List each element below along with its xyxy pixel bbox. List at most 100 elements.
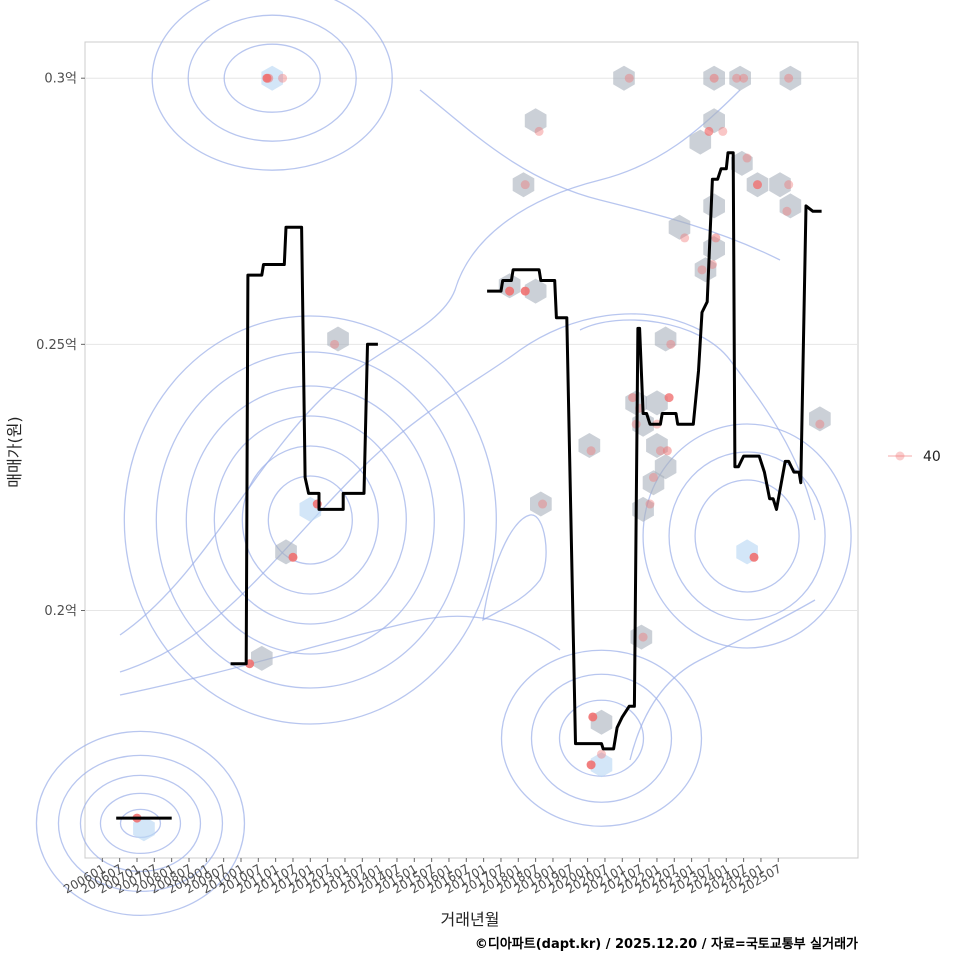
moving-average-layer	[116, 151, 822, 820]
y-axis-title: 매매가(원)	[5, 416, 24, 487]
contour-line	[79, 774, 202, 873]
data-point	[742, 153, 752, 163]
hexbin-cell	[668, 214, 691, 240]
data-point	[732, 73, 742, 83]
hexbin-cell	[646, 433, 668, 458]
density-contours	[35, 0, 852, 917]
contour-line	[123, 315, 497, 725]
data-point	[752, 180, 762, 190]
data-point	[697, 265, 707, 275]
data-point	[288, 552, 298, 562]
contour-line	[241, 445, 379, 595]
x-axis-title: 거래년월	[441, 910, 500, 929]
hexbin-cell	[646, 390, 668, 416]
data-point	[278, 73, 288, 83]
hexbin-cell	[689, 129, 712, 155]
data-point	[596, 749, 606, 759]
hexbin-cell	[133, 816, 155, 842]
data-point	[664, 393, 674, 403]
contour-line	[213, 415, 407, 625]
contour-line	[119, 615, 561, 696]
contour-line	[57, 754, 224, 893]
contour-line	[419, 89, 781, 261]
data-point	[680, 233, 690, 243]
hexbin-cell	[524, 278, 547, 304]
hexbin-cell	[769, 172, 791, 198]
data-point	[330, 339, 340, 349]
contour-line	[151, 0, 393, 171]
data-point	[586, 760, 596, 770]
contour-line	[35, 730, 246, 917]
contour-line	[223, 43, 321, 113]
grid-layer	[85, 77, 858, 611]
contour-line	[668, 451, 826, 621]
hexbin-cell	[530, 491, 552, 517]
hexbin-cell	[779, 193, 802, 219]
data-point	[711, 233, 721, 243]
y-tick-label: 0.3억	[44, 72, 77, 87]
contour-line	[694, 479, 800, 593]
contour-line	[579, 319, 816, 521]
data-point	[534, 126, 544, 136]
hexbin-cell	[729, 65, 751, 91]
data-point	[709, 73, 719, 83]
contour-line	[642, 423, 852, 649]
hexbin-cell	[251, 645, 273, 671]
legend-label: 40	[923, 449, 941, 465]
hexbin-cell	[642, 470, 665, 496]
y-tick-label: 0.25억	[36, 338, 77, 353]
contour-line	[119, 313, 701, 673]
contour-line	[530, 673, 673, 803]
data-point	[648, 472, 658, 482]
data-point	[588, 712, 598, 722]
hexbin-cell	[654, 454, 677, 480]
data-point	[586, 446, 596, 456]
hexbin-cell	[779, 65, 802, 91]
source-caption: ©디아파트(dapt.kr) / 2025.12.20 / 자료=국토교통부 실…	[475, 936, 858, 952]
y-tick-label: 0.2억	[44, 604, 77, 619]
hexbin-cell	[512, 172, 535, 198]
y-axis-ticks: 0.2억 0.25억 0.3억	[36, 72, 85, 619]
plot-panel	[84, 41, 859, 859]
data-point	[505, 286, 515, 296]
data-point	[739, 73, 749, 83]
contour-line	[629, 599, 816, 761]
contour-line	[119, 89, 741, 636]
data-point	[749, 552, 759, 562]
points-layer	[132, 73, 825, 823]
hexbin-cell	[694, 257, 717, 283]
hexbin-cell	[327, 326, 349, 352]
data-point	[645, 499, 655, 509]
hexbin-cell	[613, 65, 635, 91]
hexbin-cell	[731, 150, 753, 176]
contour-line	[187, 14, 357, 142]
legend: 40	[888, 449, 941, 465]
contour-line	[482, 514, 547, 622]
data-point	[624, 73, 634, 83]
data-point	[538, 499, 548, 509]
hexbin-cell	[654, 326, 677, 352]
legend-key-point	[895, 451, 905, 461]
contour-line	[500, 649, 703, 827]
hexbin-cell	[590, 752, 613, 778]
x-axis-ticks: 2006012006072007012007072008012008072009…	[61, 858, 784, 897]
contour-line	[155, 351, 465, 689]
hexbin-cell	[578, 433, 601, 458]
contour-line	[99, 792, 182, 855]
hexbin-cell	[703, 193, 725, 219]
data-point	[638, 632, 648, 642]
series-line	[230, 225, 378, 666]
series-line	[487, 151, 822, 751]
hexbin-cell	[524, 108, 547, 134]
hexbin-cell	[809, 406, 831, 432]
data-point	[666, 339, 676, 349]
data-point	[718, 126, 728, 136]
data-point	[628, 393, 638, 403]
data-point	[520, 286, 530, 296]
data-point	[815, 419, 825, 429]
data-point	[704, 126, 714, 136]
data-point	[662, 446, 672, 456]
data-point	[784, 73, 794, 83]
